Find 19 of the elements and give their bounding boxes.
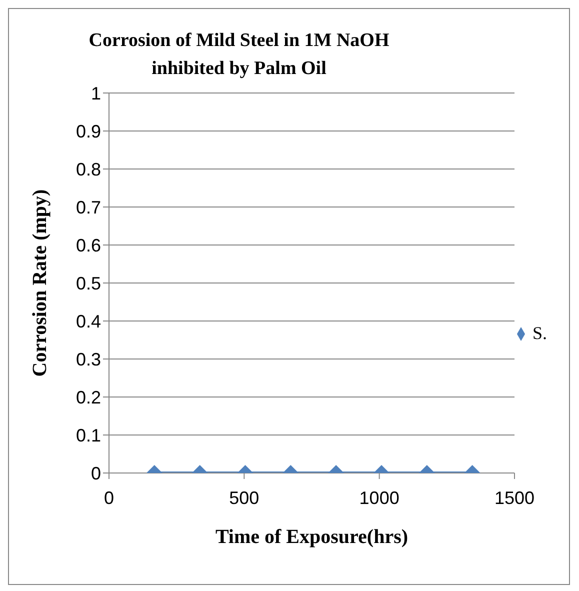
y-tick-label: 0.8 <box>76 159 101 180</box>
legend-label: S. <box>532 322 547 342</box>
y-tick-label: 0.4 <box>76 311 101 332</box>
x-tick-label: 0 <box>104 488 114 508</box>
x-axis-title: Time of Exposure(hrs) <box>215 526 408 548</box>
x-tick-label: 1500 <box>494 488 535 508</box>
y-axis-title: Corrosion Rate (mpy) <box>29 189 52 377</box>
y-tick-label: 0.5 <box>76 273 101 294</box>
x-tick-label: 1000 <box>359 488 400 508</box>
y-tick-label: 0.1 <box>76 425 101 446</box>
y-tick-label: 0.2 <box>76 387 101 408</box>
y-tick-label: 0.3 <box>76 349 101 370</box>
y-tick-label: 0.9 <box>76 121 101 142</box>
y-tick-label: 1 <box>90 83 101 104</box>
y-tick-label: 0.7 <box>76 197 101 218</box>
chart-title: Corrosion of Mild Steel in 1M NaOH inhibited by Palm Oil <box>88 29 390 81</box>
y-tick-label: 0.6 <box>76 235 101 256</box>
x-tick-label: 500 <box>229 488 260 508</box>
y-tick-label: 0 <box>90 463 101 484</box>
